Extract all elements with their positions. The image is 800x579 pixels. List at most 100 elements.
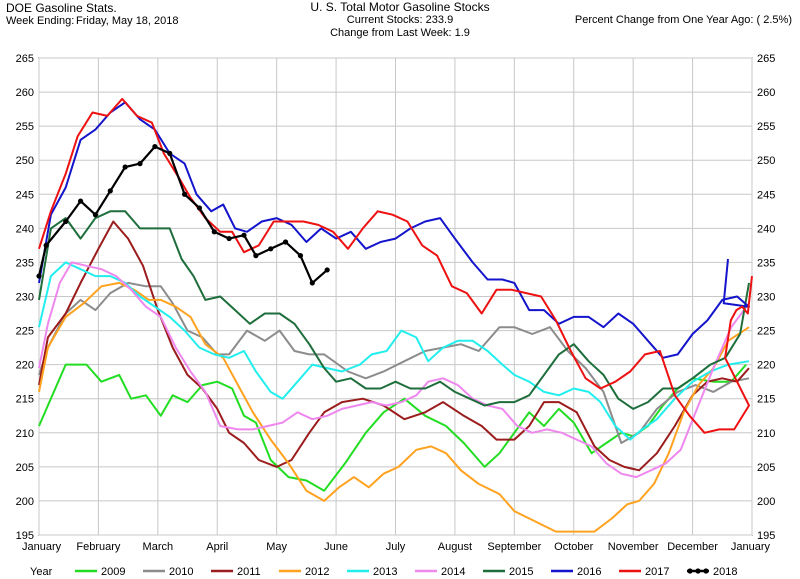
series-line-2014 — [38, 261, 750, 479]
y-tick-label-right: 255 — [757, 121, 775, 133]
y-tick-label: 230 — [16, 292, 34, 304]
x-tick-label: October — [554, 541, 593, 553]
legend-label-2014: 2014 — [441, 566, 465, 578]
series-line-2016 — [38, 101, 750, 359]
y-tick-label: 220 — [16, 360, 34, 372]
header-right: Percent Change from One Year Ago: ( 2.5%… — [575, 14, 792, 27]
y-tick-label: 215 — [16, 394, 34, 406]
legend-label-2009: 2009 — [101, 566, 125, 578]
series-point-2018 — [297, 253, 304, 259]
series-point-2018 — [181, 191, 188, 197]
series-point-2018 — [43, 242, 49, 248]
series-point-2018 — [196, 205, 203, 211]
x-tick-label: January — [22, 541, 62, 553]
y-tick-label: 200 — [16, 496, 34, 508]
x-tick-label: July — [386, 541, 406, 553]
change-week-value: 1.9 — [454, 27, 470, 39]
y-tick-label: 210 — [16, 428, 34, 440]
x-tick-label: November — [608, 541, 659, 553]
y-tick-label-right: 225 — [757, 326, 775, 338]
y-tick-label-right: 230 — [757, 292, 775, 304]
legend-label-2018: 2018 — [713, 566, 737, 578]
series-point-2018 — [282, 239, 289, 245]
series-point-2018 — [211, 229, 217, 235]
y-tick-label-right: 240 — [757, 223, 775, 235]
x-tick-label: January — [731, 541, 771, 553]
series-line-2017 — [38, 97, 753, 434]
series-point-2018 — [36, 273, 42, 279]
legend-label-2016: 2016 — [577, 566, 601, 578]
y-tick-label-right: 260 — [757, 87, 775, 99]
x-tick-label: June — [324, 541, 348, 553]
legend-marker-2018 — [695, 568, 701, 574]
y-tick-label: 245 — [16, 189, 34, 201]
y-tick-label-right: 265 — [757, 53, 775, 65]
current-stocks-row: Current Stocks: 233.9 — [0, 14, 800, 27]
series-point-2018 — [122, 164, 128, 170]
y-tick-label-right: 195 — [757, 530, 775, 542]
legend-label-2012: 2012 — [305, 566, 329, 578]
current-stocks-label: Current Stocks: — [346, 14, 423, 26]
change-week-label: Change from Last Week: — [330, 27, 452, 39]
series-line-2009 — [38, 363, 747, 492]
y-tick-label: 250 — [16, 155, 34, 167]
pct-change-value: ( 2.5%) — [756, 14, 792, 26]
series-point-2018 — [324, 267, 330, 273]
series-line-2012 — [38, 281, 750, 533]
x-tick-label: March — [143, 541, 174, 553]
week-ending-row: Week Ending: Friday, May 18, 2018 — [6, 15, 179, 28]
series-point-2018 — [77, 198, 84, 204]
series-point-2018 — [167, 150, 173, 156]
y-axis-right: 195 200 205 210 215 220 225 230 235 240 245 250 255 2… — [757, 53, 775, 542]
source-title: DOE Gasoline Stats. — [6, 1, 117, 15]
week-ending-value: Friday, May 18, 2018 — [76, 15, 179, 27]
series-point-2018 — [92, 212, 99, 218]
y-tick-label-right: 205 — [757, 462, 775, 474]
x-tick-label: September — [487, 541, 541, 553]
current-stocks-value: 233.9 — [425, 14, 454, 26]
header-center: U. S. Total Motor Gasoline Stocks Curren… — [0, 1, 800, 40]
y-tick-label: 205 — [16, 462, 34, 474]
y-tick-label: 195 — [16, 530, 34, 542]
series-point-2018 — [268, 246, 274, 252]
y-tick-label-right: 215 — [757, 394, 775, 406]
y-tick-label: 235 — [16, 257, 34, 269]
y-tick-label-right: 210 — [757, 428, 775, 440]
x-tick-label: May — [266, 541, 287, 553]
y-tick-label-right: 200 — [757, 496, 775, 508]
header-left: DOE Gasoline Stats. Week Ending: Friday, … — [6, 2, 179, 28]
series-line-2015 — [38, 210, 750, 410]
x-tick-label: February — [76, 541, 121, 553]
series-point-2018 — [63, 218, 69, 225]
series-point-2018 — [241, 232, 247, 238]
legend-label-2017: 2017 — [645, 566, 669, 578]
chart-title: U. S. Total Motor Gasoline Stocks — [310, 0, 490, 14]
series-point-2018 — [253, 253, 259, 259]
pct-change-label: Percent Change from One Year Ago: — [574, 14, 754, 26]
x-tick-label: August — [438, 541, 472, 553]
y-tick-label: 255 — [16, 121, 34, 133]
series-point-2018 — [107, 188, 113, 194]
y-tick-label: 240 — [16, 223, 34, 235]
y-tick-label: 265 — [16, 53, 34, 65]
y-axis-left: 195 200 205 210 215 220 225 230 235 240 245 250 255 2… — [16, 53, 34, 542]
series-group — [36, 97, 753, 533]
grid-lines — [38, 57, 753, 536]
series-line-2013 — [38, 261, 750, 441]
legend-label-2013: 2013 — [373, 566, 397, 578]
series-point-2018 — [226, 235, 232, 242]
y-tick-label-right: 245 — [757, 189, 775, 201]
legend-label-2011: 2011 — [237, 566, 261, 578]
legend-marker-2018 — [687, 568, 693, 574]
y-tick-label: 225 — [16, 326, 34, 338]
legend-label-2015: 2015 — [509, 566, 533, 578]
legend: Year 2009 2010 2011 2012 2013 2014 2015 2016 2017… — [30, 566, 737, 578]
series-line-2010 — [38, 281, 750, 444]
x-tick-label: April — [206, 541, 228, 553]
x-tick-label: December — [667, 541, 718, 553]
legend-label-2010: 2010 — [169, 566, 193, 578]
legend-marker-2018 — [703, 568, 709, 574]
week-ending-label: Week Ending: — [6, 15, 75, 27]
change-week-row: Change from Last Week: 1.9 — [0, 27, 800, 40]
